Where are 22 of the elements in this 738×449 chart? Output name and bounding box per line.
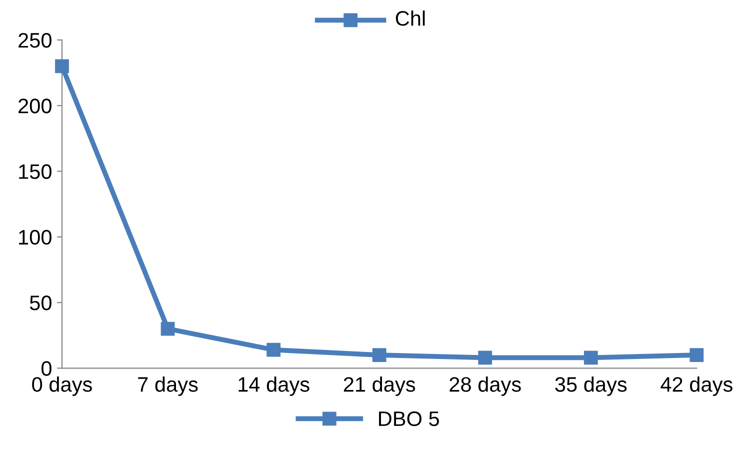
point (372, 348, 386, 362)
x-tick-label: 0 days (32, 376, 92, 396)
x-tick-label: 21 days (344, 376, 416, 396)
x-tick-label: 7 days (138, 376, 198, 396)
y-tick-label: 100 (19, 230, 52, 245)
point (584, 350, 598, 365)
point (160, 322, 175, 336)
x-tick-label: 42 days (660, 376, 732, 396)
y-tick-label: 50 (30, 296, 52, 310)
point (478, 350, 492, 365)
point (55, 59, 69, 74)
point (266, 342, 280, 357)
y-tick-label: 150 (19, 164, 52, 180)
y-tick-label: 0 (42, 361, 52, 376)
legend-label: DBO 5 (379, 411, 439, 426)
x-tick-label: 14 days (238, 376, 310, 396)
point (690, 348, 704, 362)
chart-title: Chl (396, 10, 425, 26)
x-tick-label: 35 days (555, 376, 627, 396)
y-tick-label: 200 (18, 98, 52, 114)
x-tick-label: 28 days (450, 376, 521, 396)
y-tick-label: 250 (18, 32, 52, 48)
